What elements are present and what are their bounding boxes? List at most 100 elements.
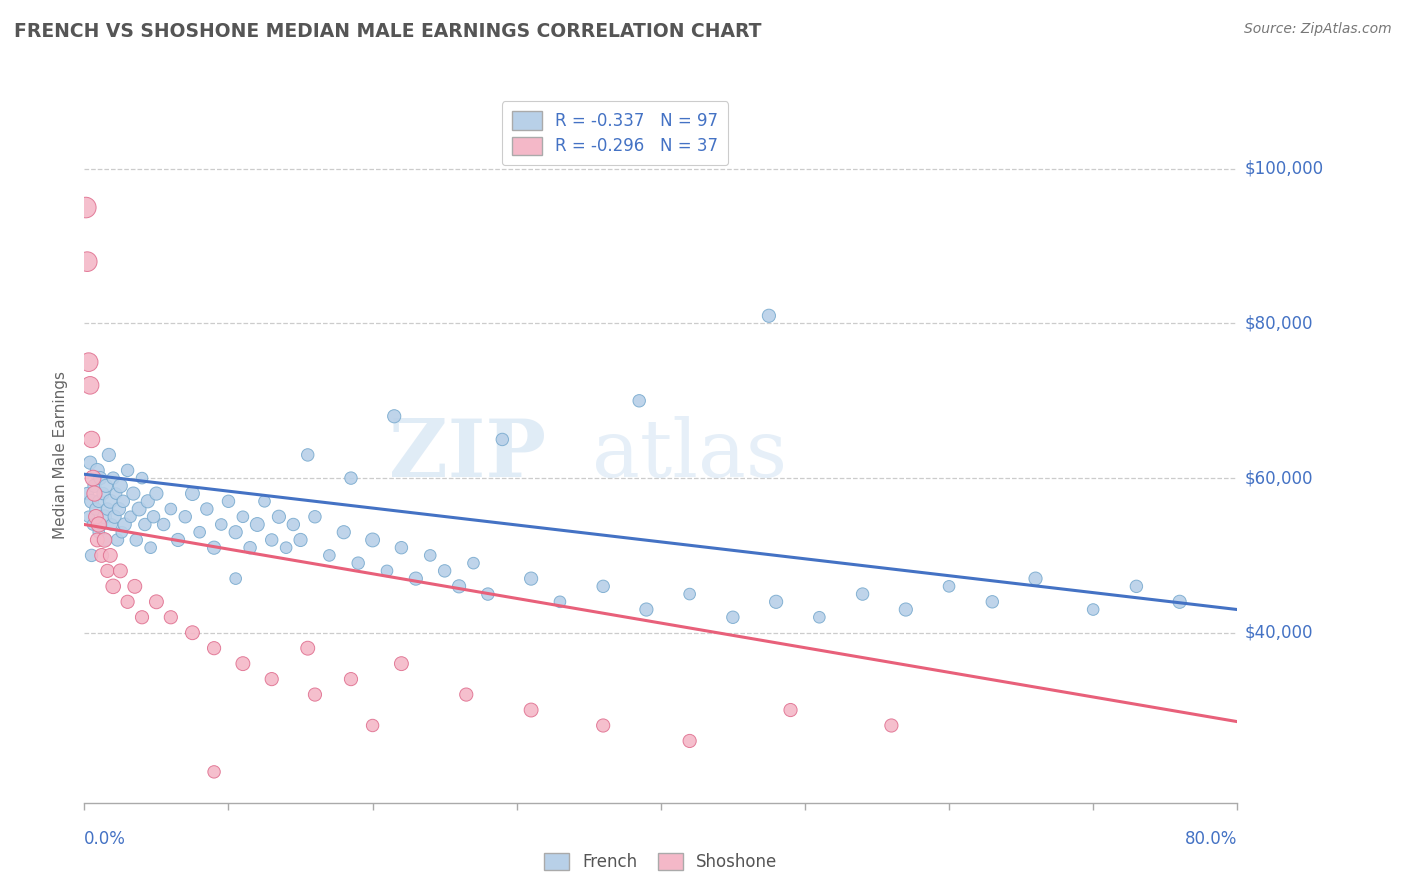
- Point: [89, 471, 111, 485]
- Point: [93, 533, 115, 547]
- Point: [152, 517, 174, 532]
- Point: [120, 509, 142, 524]
- Point: [592, 579, 614, 593]
- Point: [283, 517, 305, 532]
- Point: [938, 579, 960, 593]
- Point: [636, 602, 658, 616]
- Point: [852, 587, 875, 601]
- Point: [93, 509, 115, 524]
- Point: [456, 688, 478, 702]
- Text: $40,000: $40,000: [1244, 624, 1313, 641]
- Point: [83, 486, 105, 500]
- Point: [520, 572, 543, 586]
- Point: [361, 718, 384, 732]
- Point: [97, 448, 120, 462]
- Point: [477, 587, 499, 601]
- Point: [124, 579, 146, 593]
- Point: [87, 517, 110, 532]
- Point: [90, 517, 112, 532]
- Point: [117, 595, 139, 609]
- Point: [77, 509, 100, 524]
- Point: [347, 556, 370, 570]
- Point: [98, 494, 121, 508]
- Point: [765, 595, 787, 609]
- Point: [80, 433, 103, 447]
- Point: [405, 572, 427, 586]
- Point: [100, 517, 122, 532]
- Point: [82, 517, 104, 532]
- Text: ZIP: ZIP: [388, 416, 546, 494]
- Point: [105, 486, 128, 500]
- Point: [290, 533, 312, 547]
- Point: [145, 595, 167, 609]
- Text: Source: ZipAtlas.com: Source: ZipAtlas.com: [1244, 22, 1392, 37]
- Point: [433, 564, 456, 578]
- Point: [96, 502, 118, 516]
- Point: [391, 541, 413, 555]
- Point: [128, 502, 150, 516]
- Point: [195, 502, 218, 516]
- Point: [463, 556, 485, 570]
- Text: 0.0%: 0.0%: [84, 830, 127, 847]
- Point: [86, 533, 108, 547]
- Text: atlas: atlas: [592, 416, 787, 494]
- Point: [122, 486, 145, 500]
- Point: [981, 595, 1004, 609]
- Point: [1024, 572, 1046, 586]
- Point: [139, 541, 162, 555]
- Point: [91, 486, 114, 500]
- Point: [84, 502, 107, 516]
- Point: [260, 672, 283, 686]
- Point: [76, 254, 98, 268]
- Point: [491, 433, 513, 447]
- Point: [160, 610, 183, 624]
- Point: [110, 564, 132, 578]
- Point: [79, 456, 101, 470]
- Point: [87, 494, 110, 508]
- Point: [1168, 595, 1191, 609]
- Point: [267, 509, 290, 524]
- Point: [84, 509, 107, 524]
- Point: [79, 378, 101, 392]
- Point: [209, 517, 232, 532]
- Point: [90, 549, 112, 563]
- Point: [77, 355, 100, 369]
- Y-axis label: Median Male Earnings: Median Male Earnings: [53, 371, 69, 539]
- Point: [136, 494, 159, 508]
- Point: [80, 494, 103, 508]
- Point: [274, 541, 298, 555]
- Point: [94, 479, 117, 493]
- Legend: French, Shoshone: French, Shoshone: [537, 847, 785, 878]
- Point: [894, 602, 917, 616]
- Point: [520, 703, 543, 717]
- Point: [239, 541, 262, 555]
- Point: [110, 479, 132, 493]
- Point: [125, 533, 148, 547]
- Text: $100,000: $100,000: [1244, 160, 1323, 178]
- Point: [86, 463, 108, 477]
- Point: [808, 610, 831, 624]
- Point: [548, 595, 571, 609]
- Point: [419, 549, 441, 563]
- Point: [181, 625, 204, 640]
- Point: [391, 657, 413, 671]
- Text: 80.0%: 80.0%: [1185, 830, 1237, 847]
- Point: [225, 572, 247, 586]
- Point: [678, 734, 700, 748]
- Point: [104, 509, 127, 524]
- Point: [117, 463, 139, 477]
- Point: [112, 494, 135, 508]
- Point: [592, 718, 614, 732]
- Point: [134, 517, 156, 532]
- Point: [447, 579, 470, 593]
- Point: [260, 533, 283, 547]
- Point: [232, 509, 254, 524]
- Point: [142, 509, 165, 524]
- Point: [253, 494, 276, 508]
- Point: [160, 502, 183, 516]
- Point: [318, 549, 340, 563]
- Point: [297, 448, 319, 462]
- Point: [340, 471, 363, 485]
- Point: [779, 703, 801, 717]
- Point: [1125, 579, 1147, 593]
